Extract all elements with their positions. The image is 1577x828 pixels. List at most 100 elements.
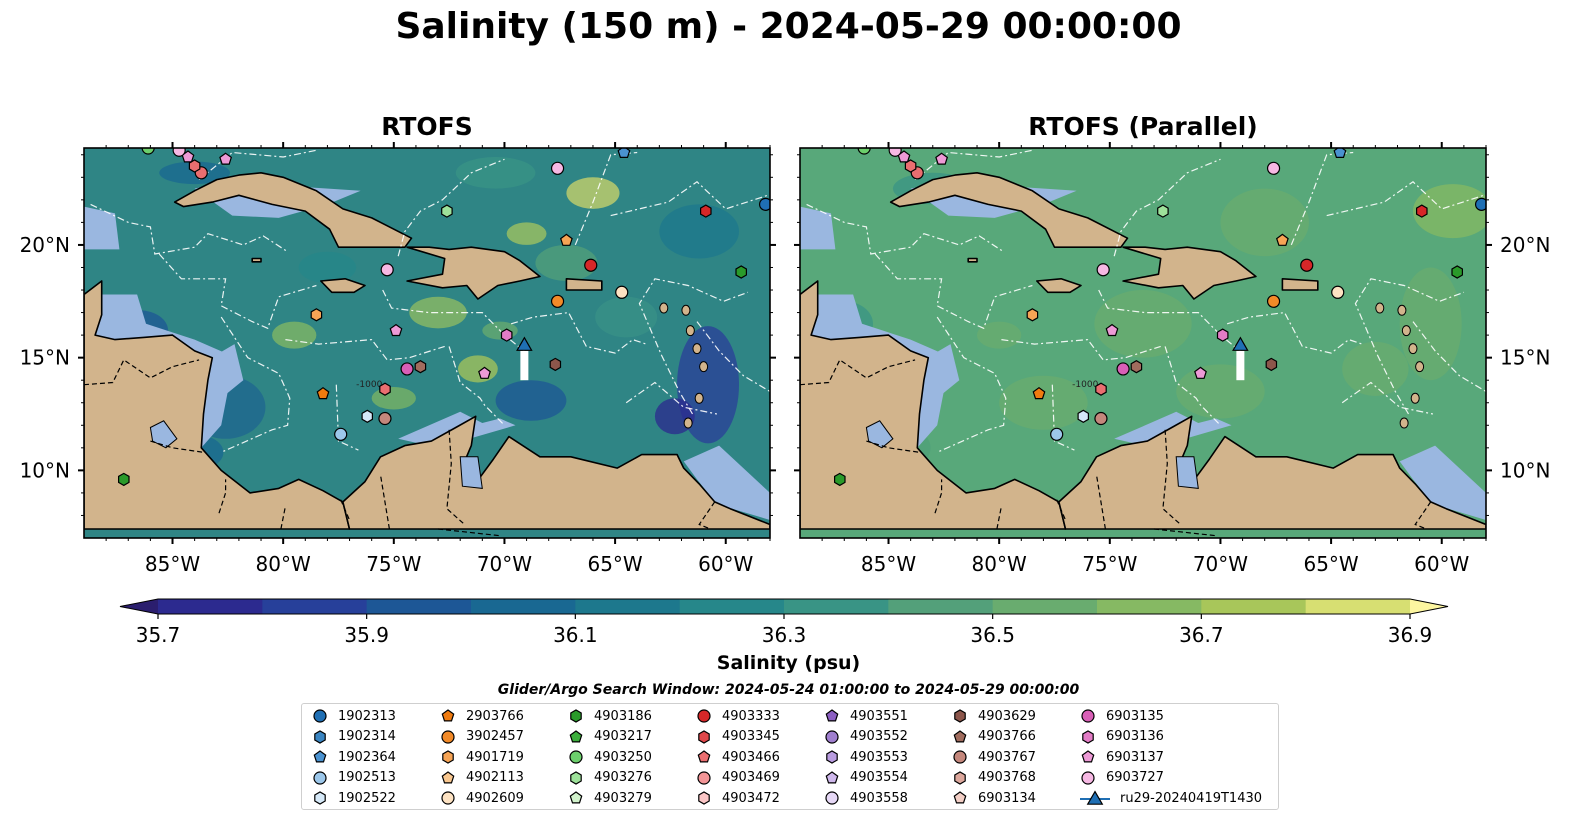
salinity-patch xyxy=(535,244,598,282)
legend-item: 3902457 xyxy=(438,727,524,747)
legend-marker-shape xyxy=(1081,750,1095,763)
glider-track xyxy=(520,350,529,381)
colorbar-segment xyxy=(471,599,576,614)
salinity-patch xyxy=(595,296,658,338)
float-marker xyxy=(379,382,391,396)
legend-marker xyxy=(441,729,455,744)
legend-label: 1902522 xyxy=(338,790,396,806)
lake xyxy=(149,420,178,449)
y-tick-label: 20°N xyxy=(1500,233,1550,257)
legend-item: 4903472 xyxy=(694,788,780,808)
country-border xyxy=(150,440,204,453)
eez-boundary xyxy=(914,149,1033,181)
eez-boundary xyxy=(448,346,505,426)
float-marker xyxy=(141,148,155,155)
legend-marker xyxy=(825,709,839,722)
legend-marker xyxy=(569,791,583,804)
float-marker xyxy=(699,204,712,218)
legend-item: 6903134 xyxy=(950,788,1036,808)
legend-marker xyxy=(569,750,583,764)
float-marker xyxy=(316,386,330,400)
land-mass xyxy=(967,257,978,263)
legend-label: 4903554 xyxy=(850,770,908,786)
legend-label: 4903186 xyxy=(594,708,652,724)
country-border xyxy=(84,359,200,386)
island xyxy=(1397,304,1407,316)
colorbar-tick-label: 35.7 xyxy=(136,623,181,647)
legend-label: 4903552 xyxy=(850,729,908,745)
eez-boundary xyxy=(1226,311,1363,354)
legend-label: 3902457 xyxy=(466,729,524,745)
legend-marker xyxy=(953,791,967,804)
legend-marker-shape xyxy=(825,791,839,805)
legend-marker xyxy=(442,750,454,764)
legend-marker xyxy=(1081,750,1095,763)
y-tick-label: 10°N xyxy=(20,458,70,482)
legend-item: 6903727 xyxy=(1078,768,1164,788)
land-mass xyxy=(565,278,603,291)
legend-item: 4903558 xyxy=(822,788,908,808)
country-border xyxy=(1154,528,1217,537)
legend-marker-shape xyxy=(313,709,327,723)
float-marker xyxy=(1333,148,1347,158)
legend-item: 4903469 xyxy=(694,768,780,788)
x-tick-label: 70°W xyxy=(1193,552,1248,576)
search-window-text: Glider/Argo Search Window: 2024-05-24 01… xyxy=(497,682,1080,698)
shelf-area xyxy=(203,344,244,408)
map-panel-rtofs-parallel: -1000 85°W 80°W 75°W 70°W 65°W 60°W 20°N 15°N 10°… xyxy=(794,142,1550,576)
legend-marker-shape xyxy=(1082,729,1094,744)
legend-marker-shape xyxy=(697,709,711,723)
float-marker xyxy=(904,159,917,173)
legend-marker xyxy=(441,709,455,722)
float-marker xyxy=(1050,427,1064,441)
legend-marker xyxy=(954,709,966,723)
map-content-rtofs: -1000 xyxy=(84,148,770,538)
float-marker xyxy=(1451,265,1464,279)
salinity-patch xyxy=(1220,188,1309,257)
colorbar-tick-label: 36.1 xyxy=(553,623,598,647)
legend-marker-shape xyxy=(825,709,839,722)
float-marker xyxy=(549,357,562,372)
legend-item: 4903466 xyxy=(694,747,780,767)
legend-marker xyxy=(826,750,838,764)
eez-boundary xyxy=(1341,381,1434,415)
country-border xyxy=(866,440,920,453)
float-marker xyxy=(833,472,846,487)
legend-marker xyxy=(569,729,583,743)
map-panel-rtofs: -1000 85°W 80°W 75°W 70°W 65°W 60°W 20°N 15°N 10°… xyxy=(20,142,776,576)
lake xyxy=(865,420,894,449)
legend-marker-shape xyxy=(953,750,967,764)
legend-label: 6903137 xyxy=(1106,749,1164,765)
legend-label: 4903345 xyxy=(722,729,780,745)
float-marker xyxy=(334,427,348,441)
float-marker xyxy=(888,148,902,157)
float-marker xyxy=(559,233,573,246)
float-marker xyxy=(117,472,130,487)
float-marker xyxy=(615,285,629,299)
x-tick-label: 65°W xyxy=(1303,552,1358,576)
legend-label: 4903553 xyxy=(850,749,908,765)
legend-marker-shape xyxy=(954,709,966,723)
x-tick-label: 85°W xyxy=(861,552,916,576)
x-tick-label: 70°W xyxy=(477,552,532,576)
country-border xyxy=(698,501,716,530)
salinity-patch xyxy=(1412,184,1486,239)
legend-label: 4903558 xyxy=(850,790,908,806)
float-marker xyxy=(1105,323,1119,337)
salinity-patch xyxy=(1094,290,1192,358)
legend-label: 4903250 xyxy=(594,749,652,765)
legend-marker-shape xyxy=(314,791,326,806)
island xyxy=(659,302,669,314)
legend-item: 4901719 xyxy=(438,747,524,767)
legend-marker-shape xyxy=(441,709,455,722)
legend-label: ru29-20240419T1430 xyxy=(1120,790,1263,806)
legend-item: 4903553 xyxy=(822,747,908,767)
eez-boundary xyxy=(696,321,770,393)
colorbar-tick-label: 36.5 xyxy=(970,623,1015,647)
legend-marker-shape xyxy=(570,709,582,723)
y-tick-label: 10°N xyxy=(1500,458,1550,482)
colorbar-label: Salinity (psu) xyxy=(716,652,861,674)
lake xyxy=(1175,456,1199,489)
colorbar: 35.735.936.136.336.536.736.937.137.3 xyxy=(119,598,1449,647)
legend-label: 4903551 xyxy=(850,708,908,724)
